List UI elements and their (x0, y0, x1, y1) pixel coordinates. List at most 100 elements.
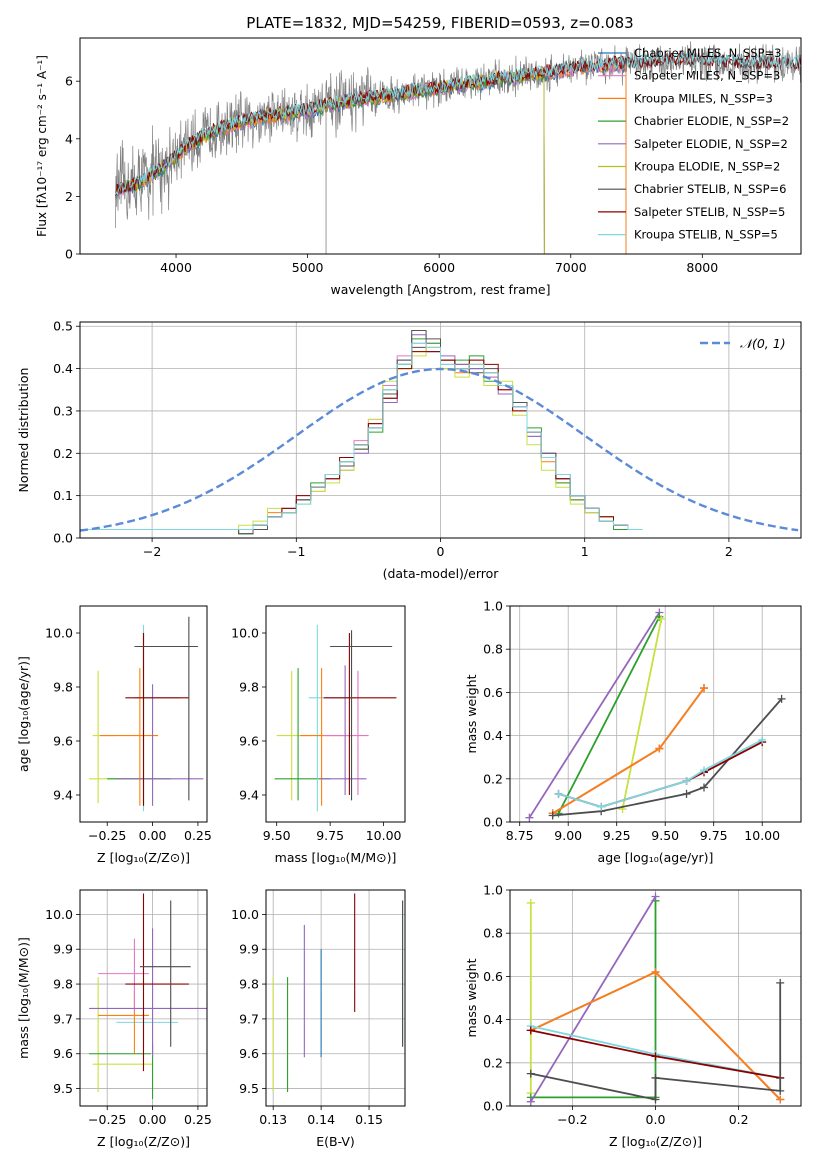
y-tick-label: 9.4 (53, 788, 73, 803)
x-tick-label: 8000 (686, 260, 718, 275)
x-axis-label: mass [log₁₀(M/M⊙)] (275, 850, 397, 865)
y-axis-label: mass weight (464, 674, 479, 753)
mass-weight-marker (525, 813, 534, 822)
residual-histogram (80, 342, 643, 531)
y-tick-label: 4 (65, 131, 73, 146)
x-tick-label: −1 (287, 544, 305, 559)
y-tick-label: 1.0 (483, 883, 503, 898)
mass-weight-marker (548, 811, 557, 820)
y-axis-label: age [log₁₀(age/yr)] (16, 656, 31, 772)
x-tick-label: 2 (725, 544, 733, 559)
y-tick-label: 0.0 (483, 815, 503, 830)
mass-weight-marker (655, 744, 664, 753)
panel-mass_vs_ebv: 0.13 0.14 0.15 9.5 9.6 9.7 9.8 9.9 10.0 E(B-V) (231, 889, 406, 1149)
mass-weight-marker (526, 1097, 535, 1106)
model-spectrum (115, 52, 801, 196)
legend-label: Chabrier MILES, N_SSP=3 (634, 46, 781, 60)
x-tick-label: 0.2 (729, 1112, 749, 1127)
model-spectrum (115, 52, 801, 196)
y-tick-label: 10.0 (45, 626, 73, 641)
axes-frame (509, 605, 802, 823)
residual-legend: 𝒩(0, 1) (700, 336, 786, 351)
legend-label: Kroupa ELODIE, N_SSP=2 (634, 160, 780, 174)
y-tick-label: 9.8 (53, 977, 73, 992)
x-tick-label: 9.00 (554, 828, 582, 843)
y-tick-label: 0.2 (53, 446, 73, 461)
y-tick-label: 9.6 (53, 1046, 73, 1061)
mass-weight-marker (651, 968, 660, 977)
mass-weight-marker (526, 1069, 535, 1078)
x-tick-label: 9.75 (700, 828, 728, 843)
y-tick-label: 10.0 (231, 907, 259, 922)
plot-body-mass_weight_vs_Z (526, 892, 785, 1106)
normal-curve (80, 367, 799, 532)
legend-label: Kroupa MILES, N_SSP=3 (634, 91, 773, 105)
axes-frame (79, 37, 802, 255)
model-spectrum (115, 51, 801, 196)
x-axis-label: Z [log₁₀(Z/Z⊙)] (97, 1134, 190, 1149)
y-tick-label: 0.0 (483, 1099, 503, 1114)
x-tick-label: 0.15 (355, 1112, 383, 1127)
mass-weight-marker (682, 789, 691, 798)
mass-weight-line (528, 612, 661, 819)
x-tick-label: 9.50 (651, 828, 679, 843)
panel-age_vs_Z: −0.25 0.00 0.25 9.4 9.6 9.8 10.0 Z [log₁₀(Z/Z⊙)… (16, 605, 212, 865)
y-tick-label: 9.4 (239, 788, 259, 803)
axes-frame (265, 889, 406, 1107)
x-tick-label: −2 (143, 544, 161, 559)
y-tick-label: 0.2 (483, 771, 503, 786)
legend-label: Chabrier STELIB, N_SSP=6 (634, 182, 786, 196)
y-tick-label: 9.6 (239, 1046, 259, 1061)
x-tick-label: 10.00 (744, 828, 780, 843)
y-tick-label: 0.6 (483, 685, 503, 700)
y-tick-label: 1.0 (483, 599, 503, 614)
x-axis-label: age [log₁₀(age/yr)] (598, 850, 714, 865)
mass-weight-marker (526, 898, 535, 907)
mass-weight-marker (682, 776, 691, 785)
mass-weight-marker (777, 694, 786, 703)
mass-weight-marker (651, 1073, 660, 1082)
legend-label: 𝒩(0, 1) (740, 336, 786, 351)
x-tick-label: 0.14 (307, 1112, 335, 1127)
spectrum-legend: Chabrier MILES, N_SSP=3 Salpeter MILES, N… (598, 46, 789, 242)
legend-label: Kroupa STELIB, N_SSP=5 (634, 228, 778, 242)
y-tick-label: 9.8 (239, 680, 259, 695)
x-tick-label: 0.00 (139, 828, 167, 843)
y-tick-label: 0.4 (483, 1012, 503, 1027)
x-tick-label: 9.50 (263, 828, 291, 843)
y-tick-label: 10.0 (45, 907, 73, 922)
legend-label: Salpeter STELIB, N_SSP=5 (634, 205, 785, 219)
mass-weight-marker (651, 892, 660, 901)
legend-label: Salpeter MILES, N_SSP=3 (634, 69, 780, 83)
y-tick-label: 9.6 (53, 734, 73, 749)
legend-label: Chabrier ELODIE, N_SSP=2 (634, 114, 789, 128)
x-tick-label: 4000 (160, 260, 192, 275)
mass-weight-marker (700, 766, 708, 775)
y-axis-label: mass [log₁₀(M/M⊙)] (16, 937, 31, 1059)
x-tick-label: 10.00 (366, 828, 402, 843)
y-axis-label: Normed distribution (16, 368, 31, 493)
mass-weight-marker (526, 1026, 535, 1035)
y-tick-label: 2 (65, 189, 73, 204)
y-tick-label: 0.3 (53, 403, 73, 418)
x-axis-label: wavelength [Angstrom, rest frame] (330, 282, 550, 297)
mass-weight-marker (758, 735, 767, 744)
y-tick-label: 0.6 (483, 969, 503, 984)
panel-mass_weight_vs_Z: −0.2 0.0 0.2 0.0 0.2 0.4 0.6 0.8 1.0 Z [log₁₀(Z/Z… (464, 883, 802, 1149)
y-tick-label: 9.5 (239, 1081, 259, 1096)
figure-title: PLATE=1832, MJD=54259, FIBERID=0593, z=0… (246, 14, 633, 32)
mass-weight-marker (776, 978, 785, 987)
y-tick-label: 9.9 (239, 942, 259, 957)
panel-age_vs_mass: 9.50 9.75 10.00 9.4 9.6 9.8 10.0 mass [log₁₀(M/… (231, 605, 406, 865)
axes-frame (509, 889, 802, 1107)
x-tick-label: −0.25 (88, 828, 126, 843)
y-tick-label: 0.8 (483, 642, 503, 657)
y-tick-label: 9.8 (53, 680, 73, 695)
y-tick-label: 10.0 (231, 626, 259, 641)
x-tick-label: −0.2 (557, 1112, 587, 1127)
panel-spectrum: 4000 5000 6000 7000 8000 0 2 4 6 wavelength [Angs… (35, 37, 802, 297)
plot-body-residuals (80, 330, 799, 535)
mass-weight-marker (700, 783, 708, 792)
mass-weight-marker (700, 684, 708, 693)
y-tick-label: 9.5 (53, 1081, 73, 1096)
